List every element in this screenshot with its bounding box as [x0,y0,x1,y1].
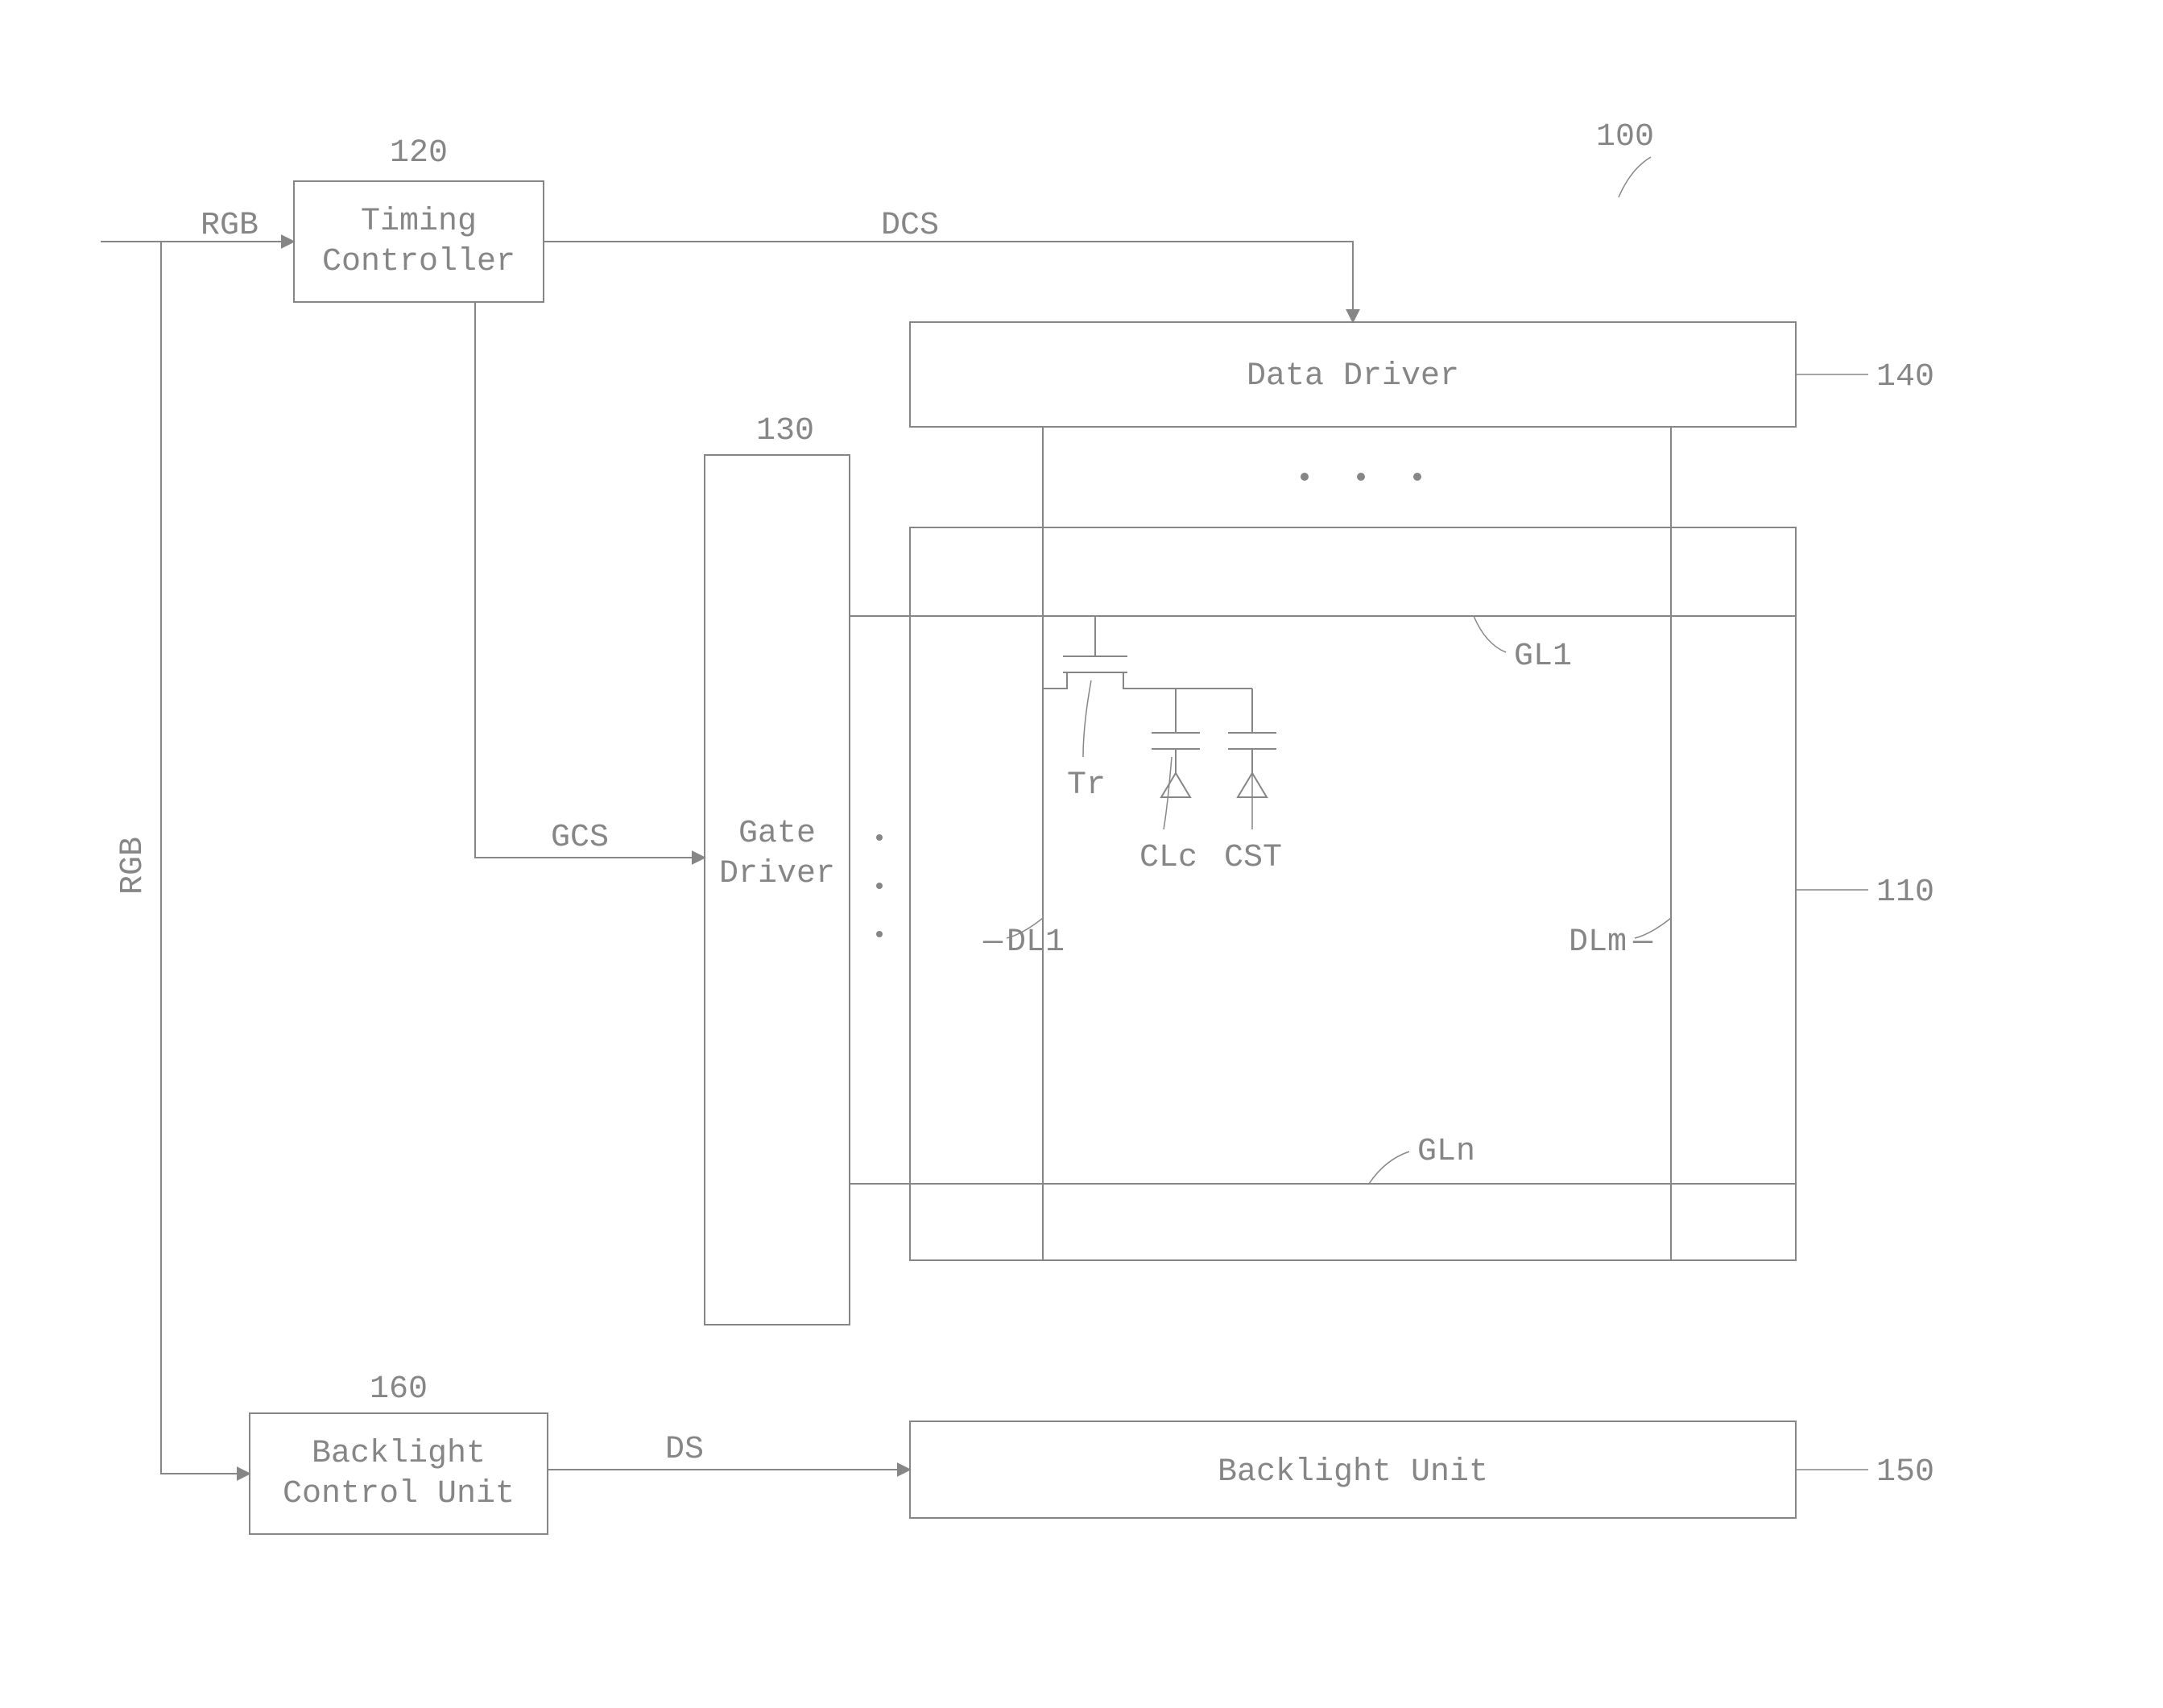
dot [1357,473,1365,481]
data-driver-ref: 140 [1876,359,1934,395]
rgb-down-label: RGB [115,837,151,895]
backlight-unit-block: Backlight Unit 150 [910,1421,1934,1518]
cst-label: CST [1224,840,1282,876]
clc-leader [1164,757,1172,829]
tr-drain [1123,672,1252,689]
backlight-control-label-2: Control Unit [283,1476,515,1512]
backlight-unit-label: Backlight Unit [1218,1454,1488,1491]
backlight-unit-ref: 150 [1876,1454,1934,1491]
overall-ref: 100 [1596,119,1654,155]
dot [876,883,883,889]
gln-label: GLn [1417,1134,1475,1170]
overall-ref-leader [1619,157,1651,197]
pixel-circuit: Tr CLc CST [1043,616,1282,876]
clc-gnd [1161,773,1190,797]
gcs-label: GCS [551,820,609,856]
gln-leader [1369,1152,1409,1184]
tr-source [1043,672,1067,689]
timing-controller-label-1: Timing [361,204,477,240]
data-driver-block: Data Driver 140 [910,322,1934,427]
timing-controller-ref: 120 [390,135,448,172]
dl1-label-left: — [982,924,1003,961]
backlight-control-block: Backlight Control Unit 160 [250,1371,548,1534]
dot [876,931,883,937]
tr-leader [1083,680,1091,757]
dcs-wire [544,242,1353,322]
timing-controller-label-2: Controller [322,244,515,280]
gate-driver-ref: 130 [756,413,814,449]
gate-driver-label-2: Driver [719,856,835,892]
timing-controller-block: Timing Controller 120 [294,135,544,302]
dcs-label: DCS [881,208,939,244]
dot [1413,473,1421,481]
timing-controller-rect [294,181,544,302]
tr-label: Tr [1067,767,1106,804]
display-panel-ref: 110 [1876,875,1934,911]
backlight-control-label-1: Backlight [312,1436,486,1472]
data-driver-label: Data Driver [1247,358,1459,395]
gl1-label: GL1 [1514,639,1572,675]
gate-driver-label-1: Gate [738,816,816,852]
clc-label: CLc [1139,840,1197,876]
gcs-wire [475,302,705,858]
backlight-control-rect [250,1413,548,1534]
dl1-label: DL1 [1007,924,1065,961]
gate-driver-block: Gate Driver 130 [705,413,850,1325]
dlm-label: DLm [1569,924,1627,961]
backlight-control-ref: 160 [370,1371,428,1408]
dot [876,834,883,841]
gl1-leader [1474,616,1506,652]
rgb-in-label: RGB [201,208,258,244]
rgb-down-wire [161,242,250,1474]
ds-label: DS [665,1432,704,1468]
dlm-label-dash: — [1632,924,1653,961]
dot [1301,473,1309,481]
